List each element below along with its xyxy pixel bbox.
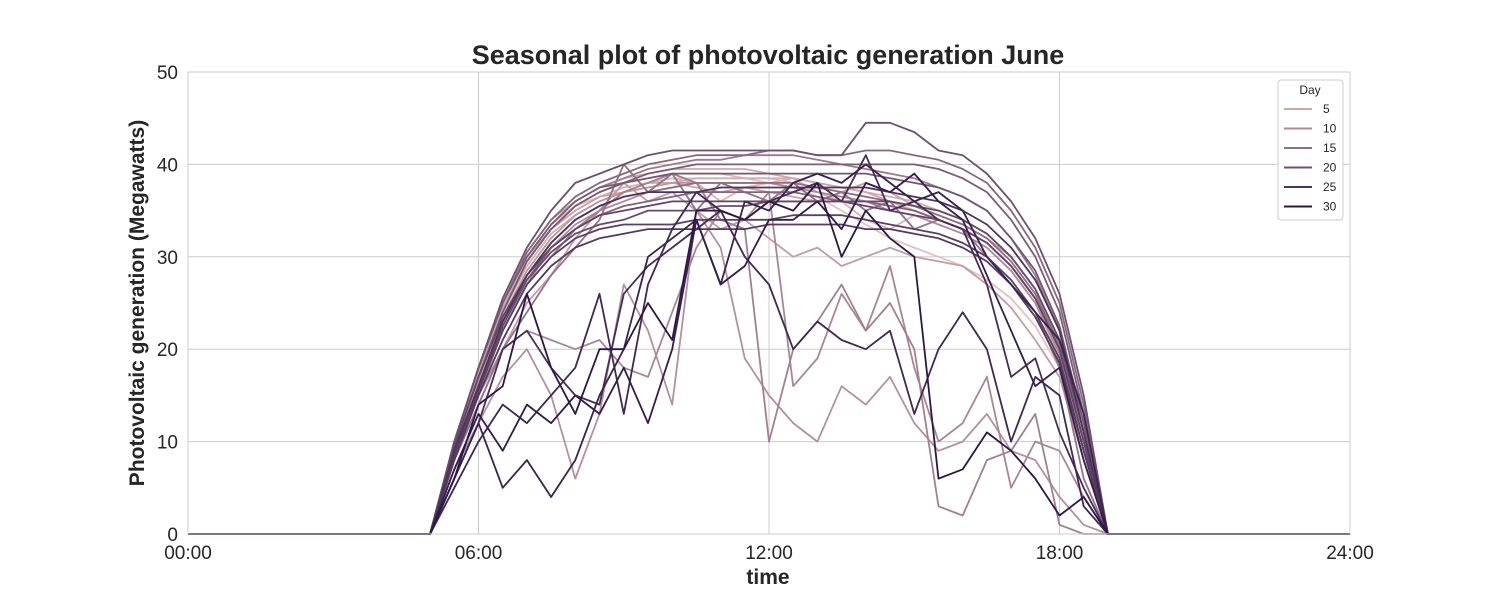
y-tick-label: 0 — [167, 525, 178, 546]
y-tick-label: 20 — [157, 340, 178, 361]
legend-label: 10 — [1323, 122, 1337, 136]
legend-frame — [1277, 79, 1344, 221]
legend-label: 25 — [1323, 180, 1337, 194]
y-tick-label: 40 — [157, 155, 178, 176]
tick-labels: 0 10 20 30 40 50 00:00 06:00 12:00 18:00 24:00 — [157, 63, 1374, 564]
x-tick-label: 12:00 — [745, 543, 793, 564]
chart-title: Seasonal plot of photovoltaic generation… — [472, 40, 1065, 70]
legend-label: 30 — [1323, 200, 1337, 214]
plot-frame — [187, 71, 1351, 535]
x-tick-label: 18:00 — [1036, 543, 1084, 564]
legend-label: 20 — [1323, 161, 1337, 175]
x-axis-label: time — [746, 566, 789, 589]
y-axis-label: Photovoltaic generation (Megawatts) — [126, 120, 149, 486]
legend-label: 15 — [1323, 141, 1337, 155]
x-tick-label: 24:00 — [1326, 543, 1374, 564]
y-tick-label: 10 — [157, 433, 178, 454]
legend-entries: 5 10 15 20 25 30 — [1284, 102, 1337, 214]
legend: Day 5 10 15 20 25 30 — [1277, 79, 1344, 221]
x-tick-label: 00:00 — [164, 543, 212, 564]
x-tick-label: 06:00 — [455, 543, 503, 564]
legend-title: Day — [1299, 83, 1320, 97]
y-tick-label: 50 — [157, 63, 178, 84]
legend-label: 5 — [1323, 102, 1330, 116]
y-tick-label: 30 — [157, 248, 178, 269]
